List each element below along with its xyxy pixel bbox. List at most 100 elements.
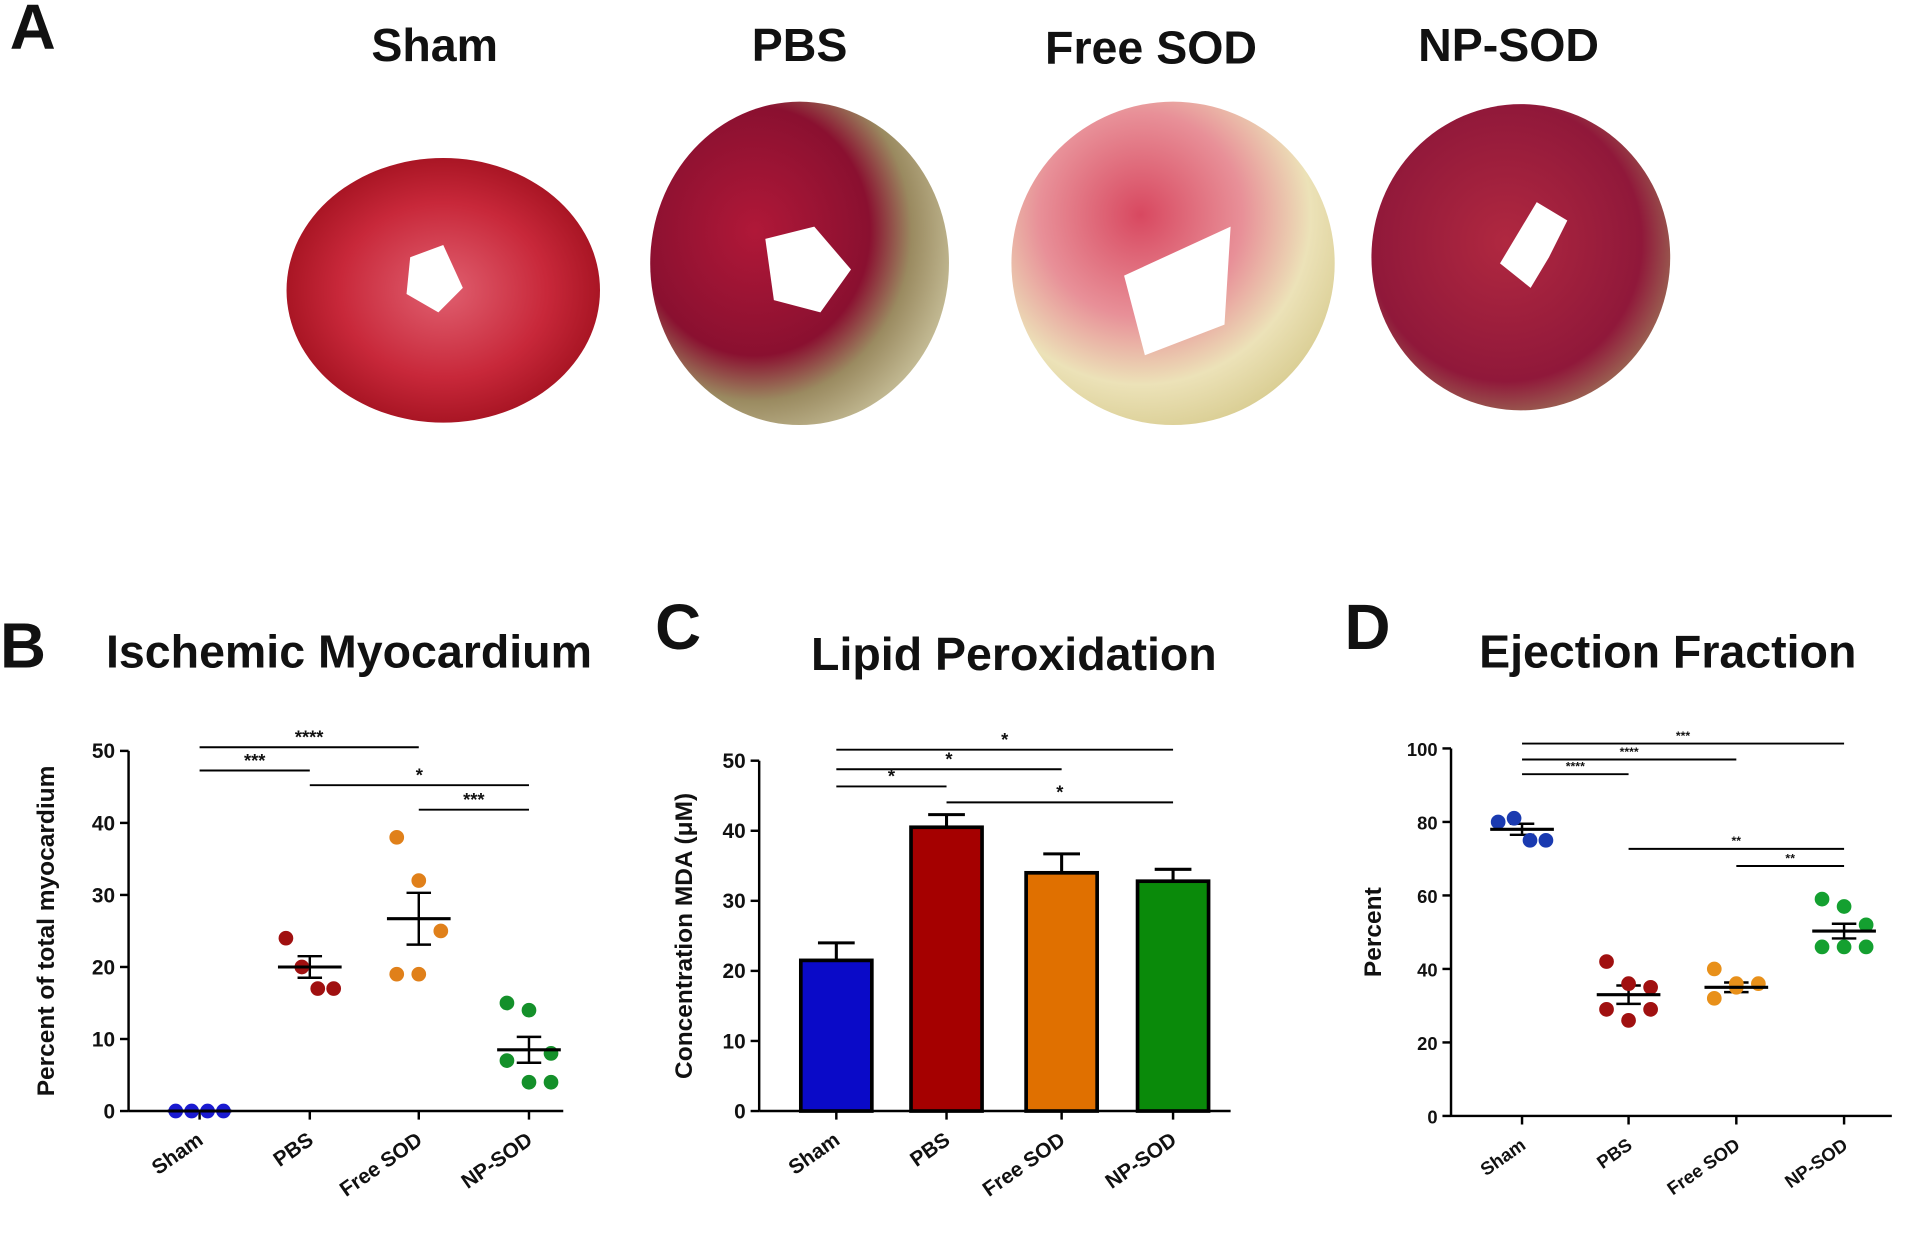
y-tick-label: 40 [723, 820, 746, 843]
significance-label: * [1001, 729, 1009, 750]
y-axis-label: Percent of total myocardium [33, 766, 60, 1097]
heart-lumen [765, 226, 852, 313]
y-tick-label: 20 [92, 956, 115, 979]
x-tick-label: PBS [269, 1128, 317, 1171]
data-point [326, 981, 342, 996]
x-tick-label: PBS [1593, 1134, 1636, 1173]
panel-letter: B [0, 611, 46, 682]
y-tick-label: 10 [723, 1030, 746, 1053]
significance-label: **** [1566, 759, 1585, 773]
x-tick-label: NP-SOD [457, 1128, 536, 1193]
x-tick-label: PBS [906, 1128, 954, 1171]
panel-letter: D [1344, 592, 1390, 663]
condition-label: PBS [752, 19, 848, 71]
data-point [389, 966, 405, 982]
data-point [1599, 954, 1614, 969]
data-point [521, 1074, 537, 1090]
significance-label: ** [1785, 851, 1795, 865]
significance-label: **** [1620, 745, 1639, 759]
x-tick-label: Free SOD [979, 1128, 1070, 1201]
data-point [1706, 961, 1722, 977]
data-point [543, 1046, 559, 1061]
y-tick-label: 100 [1407, 739, 1438, 760]
y-axis-label: Concentration MDA (μM) [671, 793, 698, 1079]
y-axis-label: Percent [1360, 887, 1387, 977]
data-point [1490, 814, 1506, 830]
bar [909, 825, 984, 1113]
data-point [278, 930, 294, 946]
significance-label: * [888, 766, 896, 787]
significance-label: *** [244, 750, 266, 771]
bar [1135, 879, 1211, 1113]
data-point [1621, 976, 1636, 991]
data-point [1522, 832, 1538, 848]
data-point [1643, 979, 1658, 995]
x-tick-label: NP-SOD [1781, 1134, 1852, 1192]
x-tick-label: Free SOD [336, 1128, 427, 1201]
y-tick-label: 80 [1417, 812, 1437, 833]
y-tick-label: 60 [1417, 886, 1437, 907]
data-point [521, 1002, 537, 1018]
data-point [1506, 810, 1522, 826]
data-point [1538, 832, 1554, 848]
significance-label: * [416, 765, 424, 786]
data-point [433, 923, 449, 939]
panel-letter: A [10, 0, 56, 63]
y-tick-label: 10 [92, 1028, 115, 1051]
significance-label: *** [1676, 729, 1691, 743]
data-point [1599, 1002, 1614, 1017]
bar [1024, 870, 1099, 1113]
condition-label: NP-SOD [1418, 19, 1599, 71]
data-point [310, 981, 326, 996]
chart-title: Lipid Peroxidation [811, 628, 1217, 680]
data-point [1836, 939, 1852, 955]
x-tick-label: Sham [784, 1128, 844, 1179]
data-point [1621, 1013, 1636, 1028]
y-tick-label: 50 [723, 750, 746, 773]
y-tick-label: 40 [92, 812, 115, 835]
y-tick-label: 40 [1417, 959, 1437, 980]
chart-title: Ejection Fraction [1479, 626, 1856, 678]
significance-label: * [945, 749, 953, 770]
heart-lumen [406, 244, 463, 313]
data-point [411, 873, 427, 888]
y-tick-label: 0 [734, 1100, 746, 1123]
panel-a: A Sham PBS Free SOD NP-SOD [10, 0, 1671, 426]
data-point [1858, 939, 1874, 955]
data-point [499, 1053, 515, 1068]
bar [798, 958, 874, 1113]
y-tick-label: 0 [104, 1100, 116, 1123]
y-tick-label: 20 [1417, 1033, 1437, 1054]
data-point [1858, 917, 1874, 933]
data-point [543, 1074, 559, 1090]
data-point [1706, 990, 1722, 1006]
condition-label: Free SOD [1045, 22, 1257, 74]
data-point [411, 966, 427, 982]
significance-label: *** [463, 789, 485, 810]
y-tick-label: 30 [92, 884, 115, 907]
y-tick-label: 30 [723, 890, 746, 913]
heart-lumen [1124, 226, 1231, 356]
data-point [389, 829, 405, 845]
x-tick-label: NP-SOD [1101, 1128, 1180, 1193]
data-point [1814, 891, 1830, 907]
significance-label: **** [295, 727, 324, 748]
data-point [1814, 939, 1830, 955]
significance-label: ** [1732, 834, 1742, 848]
significance-label: * [1056, 782, 1064, 803]
data-point [1836, 899, 1852, 914]
x-tick-label: Sham [148, 1128, 208, 1179]
y-tick-label: 20 [723, 960, 746, 983]
heart-lumen [1500, 202, 1568, 288]
data-point [1643, 1002, 1658, 1017]
condition-label: Sham [371, 19, 498, 71]
y-tick-label: 0 [1427, 1106, 1437, 1127]
x-tick-label: Sham [1476, 1134, 1529, 1180]
y-tick-label: 50 [92, 740, 115, 763]
chart-title: Ischemic Myocardium [106, 626, 592, 678]
panel-letter: C [655, 592, 701, 663]
x-tick-label: Free SOD [1663, 1134, 1744, 1199]
data-point [499, 995, 515, 1011]
